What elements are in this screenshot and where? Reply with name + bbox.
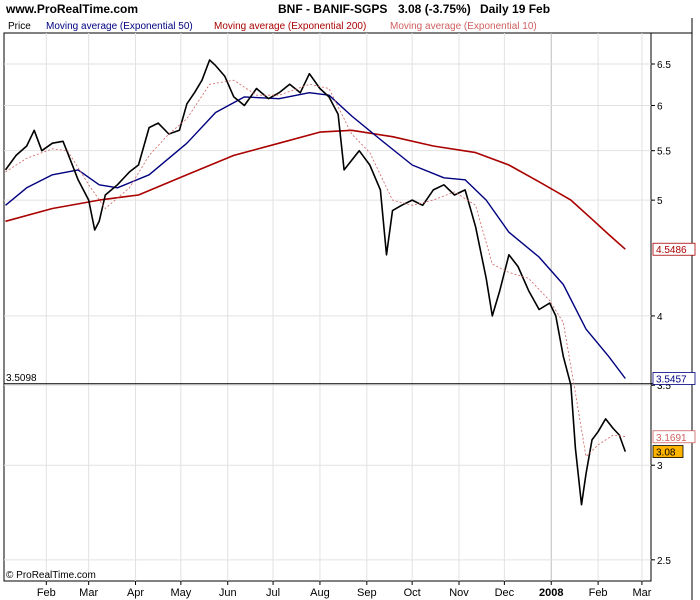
value-labels: 3.5098 4.5486 3.5457 3.1691 3.08 <box>6 242 696 459</box>
legend: Price Moving average (Exponential 50) Mo… <box>8 21 537 32</box>
value-label-text: 3.1691 <box>656 433 687 444</box>
x-tick-label: Apr <box>127 587 144 599</box>
x-tick-label: Oct <box>404 587 421 599</box>
axes: Feb Mar Apr May Jun Jul Aug Sep Oct Nov Dec 2008 Feb… <box>37 60 671 599</box>
series-line-ema-50 <box>5 92 626 379</box>
value-label-text: 3.5457 <box>656 374 687 385</box>
value-label-box <box>652 372 696 385</box>
x-tick-label: Feb <box>589 587 608 599</box>
x-tick-label: Aug <box>310 587 330 599</box>
y-tick-label: 5.5 <box>657 147 671 158</box>
series-layer <box>4 59 692 506</box>
legend-ma200: Moving average (Exponential 200) <box>214 21 366 32</box>
x-tick-label: May <box>170 587 191 599</box>
y-tick-label: 4 <box>657 312 663 323</box>
x-tick-label: Mar <box>632 587 651 599</box>
legend-price: Price <box>8 21 31 32</box>
value-label-box <box>652 430 696 444</box>
period-date: Daily 19 Feb <box>480 2 550 16</box>
y-tick-label: 2.5 <box>657 556 671 567</box>
value-label-text: 4.5486 <box>656 245 687 256</box>
reference-line-label: 3.5098 <box>6 373 37 384</box>
y-tick-label: 6 <box>657 102 663 113</box>
y-tick-label: 3 <box>657 461 663 472</box>
y-tick-label: 5 <box>657 196 663 207</box>
x-tick-label: 2008 <box>539 587 563 599</box>
legend-ma10: Moving average (Exponential 10) <box>390 21 537 32</box>
x-tick-label: Nov <box>449 587 469 599</box>
x-tick-label: Jul <box>266 587 280 599</box>
symbol-name: BNF - BANIF-SGPS <box>278 2 387 16</box>
y-tick-label: 3.5 <box>657 381 671 392</box>
site-title: www.ProRealTime.com <box>5 2 138 16</box>
x-tick-label: Feb <box>37 587 56 599</box>
copyright: © ProRealTime.com <box>6 570 96 581</box>
last-price-change: 3.08 (-3.75%) <box>398 2 471 16</box>
legend-ma50: Moving average (Exponential 50) <box>46 21 193 32</box>
value-label-box <box>652 445 684 458</box>
x-tick-label: Dec <box>495 587 515 599</box>
y-tick-label: 6.5 <box>657 60 671 71</box>
x-tick-label: Sep <box>357 587 377 599</box>
x-tick-label: Mar <box>79 587 98 599</box>
value-label-box <box>652 242 696 256</box>
x-tick-label: Jun <box>219 587 237 599</box>
value-label-text: 3.08 <box>656 448 676 459</box>
series-line-price <box>4 59 627 506</box>
